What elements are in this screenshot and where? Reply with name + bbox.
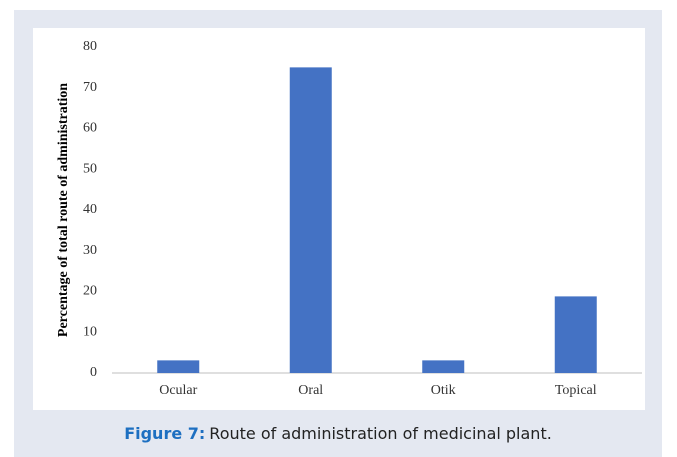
x-tick-label: Topical bbox=[555, 383, 597, 398]
caption-label: Figure 7: bbox=[124, 424, 205, 443]
y-axis-label: Percentage of total route of administrat… bbox=[56, 83, 71, 337]
y-tick-label: 50 bbox=[83, 161, 97, 176]
bar bbox=[554, 296, 597, 373]
plot-box bbox=[33, 28, 645, 410]
caption-text: Route of administration of medicinal pla… bbox=[209, 424, 552, 443]
x-tick-label: Oral bbox=[298, 383, 323, 398]
y-tick-label: 40 bbox=[83, 202, 97, 217]
y-tick-label: 60 bbox=[83, 121, 97, 136]
caption: Figure 7: Route of administration of medi… bbox=[124, 424, 552, 443]
x-tick-label: Ocular bbox=[159, 383, 197, 398]
y-tick-label: 30 bbox=[83, 243, 97, 258]
bar bbox=[289, 67, 332, 373]
y-tick-label: 80 bbox=[83, 39, 97, 54]
y-tick-label: 10 bbox=[83, 324, 97, 339]
bar bbox=[422, 360, 465, 373]
y-tick-label: 0 bbox=[90, 365, 97, 380]
y-tick-label: 20 bbox=[83, 284, 97, 299]
y-tick-label: 70 bbox=[83, 80, 97, 95]
x-tick-label: Otik bbox=[431, 383, 456, 398]
bar bbox=[157, 360, 200, 373]
